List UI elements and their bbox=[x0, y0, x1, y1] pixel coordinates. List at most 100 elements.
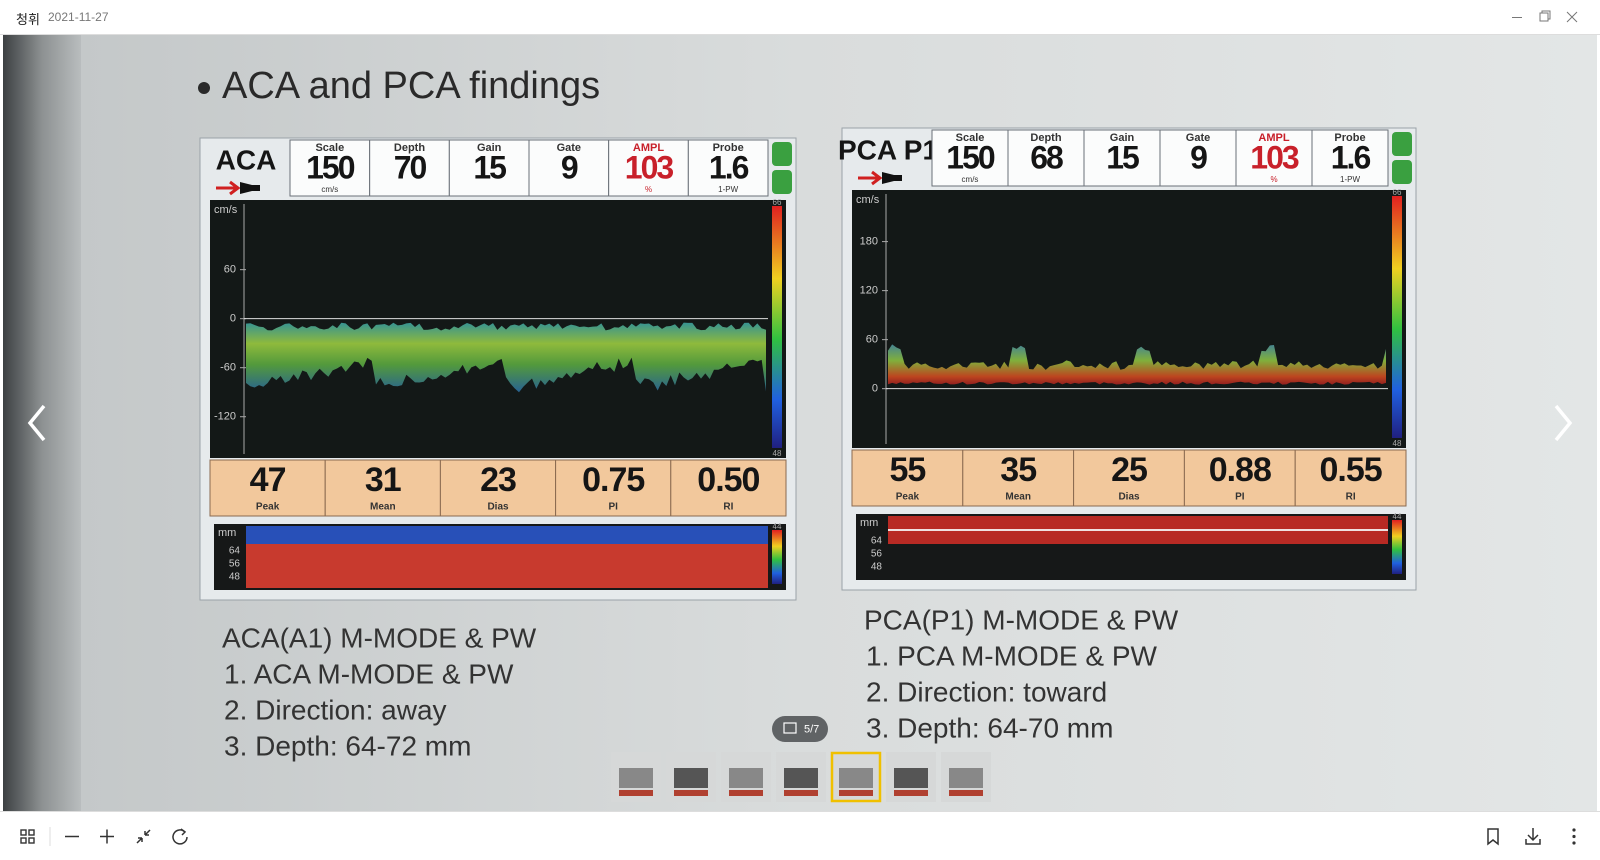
doppler-waveform bbox=[888, 344, 1386, 385]
param-cell bbox=[448, 139, 530, 197]
mmode-tick-label: 64 bbox=[871, 536, 883, 547]
thumbnail-content bbox=[839, 790, 873, 796]
measurement-label: Mean bbox=[1005, 492, 1031, 503]
axis-tick-label: 60 bbox=[866, 334, 878, 346]
measurement-value: 23 bbox=[480, 461, 516, 499]
measurement-label: RI bbox=[723, 502, 733, 513]
probe-icon bbox=[240, 182, 260, 194]
bullet bbox=[198, 82, 210, 94]
measurement-value: 55 bbox=[889, 451, 925, 489]
window-date: 2021-11-27 bbox=[48, 10, 109, 24]
counter-text: 5/7 bbox=[804, 723, 819, 735]
caption-line: 3. Depth: 64-70 mm bbox=[866, 712, 1113, 743]
caption-line: 3. Depth: 64-72 mm bbox=[224, 730, 471, 761]
param-label: Depth bbox=[394, 142, 425, 154]
caption-line: PCA(P1) M-MODE & PW bbox=[864, 604, 1179, 635]
zoom-in-button[interactable] bbox=[100, 829, 114, 844]
restore-button[interactable] bbox=[1539, 10, 1551, 22]
measurement-label: Dias bbox=[1118, 492, 1140, 503]
caption-line: 2. Direction: away bbox=[224, 694, 447, 725]
param-cell bbox=[289, 139, 371, 197]
axis-unit: cm/s bbox=[214, 204, 238, 216]
mmode-scale-bar bbox=[772, 530, 782, 584]
mmode-tick-label: 48 bbox=[229, 572, 241, 583]
measurement-value: 31 bbox=[365, 461, 401, 499]
param-label: Depth bbox=[1030, 132, 1061, 144]
thumbnail[interactable] bbox=[830, 751, 882, 803]
param-cell bbox=[1311, 129, 1389, 187]
measurement-label: RI bbox=[1346, 492, 1356, 503]
thumbnail-content bbox=[839, 768, 873, 788]
download-button[interactable] bbox=[1525, 828, 1541, 845]
measurement-label: Dias bbox=[487, 502, 509, 513]
thumbnail-content bbox=[784, 768, 818, 788]
thumbnail[interactable] bbox=[611, 752, 661, 802]
mmode-scale-label: 44 bbox=[773, 522, 782, 531]
ultrasound-panel: ACA Scale150cm/sDepth70Gain15Gate9AMPL103… bbox=[199, 137, 797, 601]
thumbnail[interactable] bbox=[666, 752, 716, 802]
measurement-value: 0.50 bbox=[697, 461, 759, 499]
param-label: Gain bbox=[477, 142, 502, 154]
measurement-value: 0.88 bbox=[1209, 451, 1271, 489]
slide-heading: ACA and PCA findings bbox=[222, 65, 600, 107]
toolbar bbox=[0, 811, 1600, 860]
page-counter: 5/7 bbox=[772, 716, 828, 742]
thumbnail[interactable] bbox=[776, 752, 826, 802]
mmode-unit: mm bbox=[860, 517, 878, 529]
direction-arrow bbox=[216, 180, 241, 196]
measurement-cell bbox=[1073, 449, 1185, 507]
param-label: Gain bbox=[1110, 132, 1135, 144]
mmode-tick-label: 64 bbox=[229, 546, 241, 557]
window-controls bbox=[1512, 10, 1578, 23]
param-unit: % bbox=[1270, 175, 1277, 184]
param-value: 1.6 bbox=[709, 149, 749, 185]
bookmark-button[interactable] bbox=[1487, 828, 1499, 846]
param-cell bbox=[369, 139, 450, 197]
param-value: 9 bbox=[1190, 139, 1207, 175]
param-value: 103 bbox=[1250, 139, 1299, 175]
param-label: Gate bbox=[557, 142, 581, 154]
measurement-cell bbox=[1294, 449, 1407, 507]
measurement-cell bbox=[555, 459, 672, 517]
thumbnail[interactable] bbox=[721, 752, 771, 802]
thumbnail-selected bbox=[830, 751, 882, 803]
thumbnail[interactable] bbox=[941, 752, 991, 802]
close-button[interactable] bbox=[1566, 11, 1578, 23]
next-button[interactable] bbox=[1554, 404, 1573, 442]
param-value: 103 bbox=[625, 149, 674, 185]
param-value: 150 bbox=[306, 149, 355, 185]
thumbnail-content bbox=[619, 790, 653, 796]
thumbnail-content bbox=[949, 768, 983, 788]
thumbnail[interactable] bbox=[886, 752, 936, 802]
measurement-label: Peak bbox=[256, 502, 280, 513]
axis-tick-label: 120 bbox=[860, 285, 878, 297]
measurement-label: PI bbox=[608, 502, 618, 513]
rotate-button[interactable] bbox=[172, 828, 188, 845]
param-cell bbox=[1007, 129, 1085, 187]
more-button[interactable] bbox=[1572, 828, 1576, 845]
measurement-value: 0.75 bbox=[582, 461, 644, 499]
param-label: Scale bbox=[956, 132, 985, 144]
mmode-tick-label: 56 bbox=[229, 559, 241, 570]
measurement-value: 25 bbox=[1111, 451, 1147, 489]
fit-button[interactable] bbox=[136, 829, 151, 844]
caption-line: ACA(A1) M-MODE & PW bbox=[222, 622, 537, 653]
title-bar: 청휘 2021-11-27 bbox=[0, 0, 1600, 35]
ultrasound-panel: PCA P1 Scale150cm/sDepth68Gain15Gate9AMPL… bbox=[838, 127, 1417, 591]
param-value: 150 bbox=[946, 139, 995, 175]
mmode-unit: mm bbox=[218, 527, 236, 539]
mmode-tick-label: 56 bbox=[871, 549, 883, 560]
doppler-waveform bbox=[246, 322, 766, 393]
color-scale-top: 66 bbox=[1393, 188, 1402, 197]
book-spine bbox=[3, 35, 81, 811]
param-unit: 1-PW bbox=[718, 185, 738, 194]
param-unit: cm/s bbox=[321, 185, 338, 194]
probe-icon bbox=[882, 172, 902, 184]
mmode-red bbox=[246, 544, 768, 588]
scroll-down bbox=[772, 170, 792, 194]
grid-view-button[interactable] bbox=[20, 829, 35, 844]
param-value: 1.6 bbox=[1331, 139, 1371, 175]
thumbnail-content bbox=[949, 790, 983, 796]
prev-button[interactable] bbox=[27, 404, 46, 442]
measurement-cell bbox=[324, 459, 441, 517]
